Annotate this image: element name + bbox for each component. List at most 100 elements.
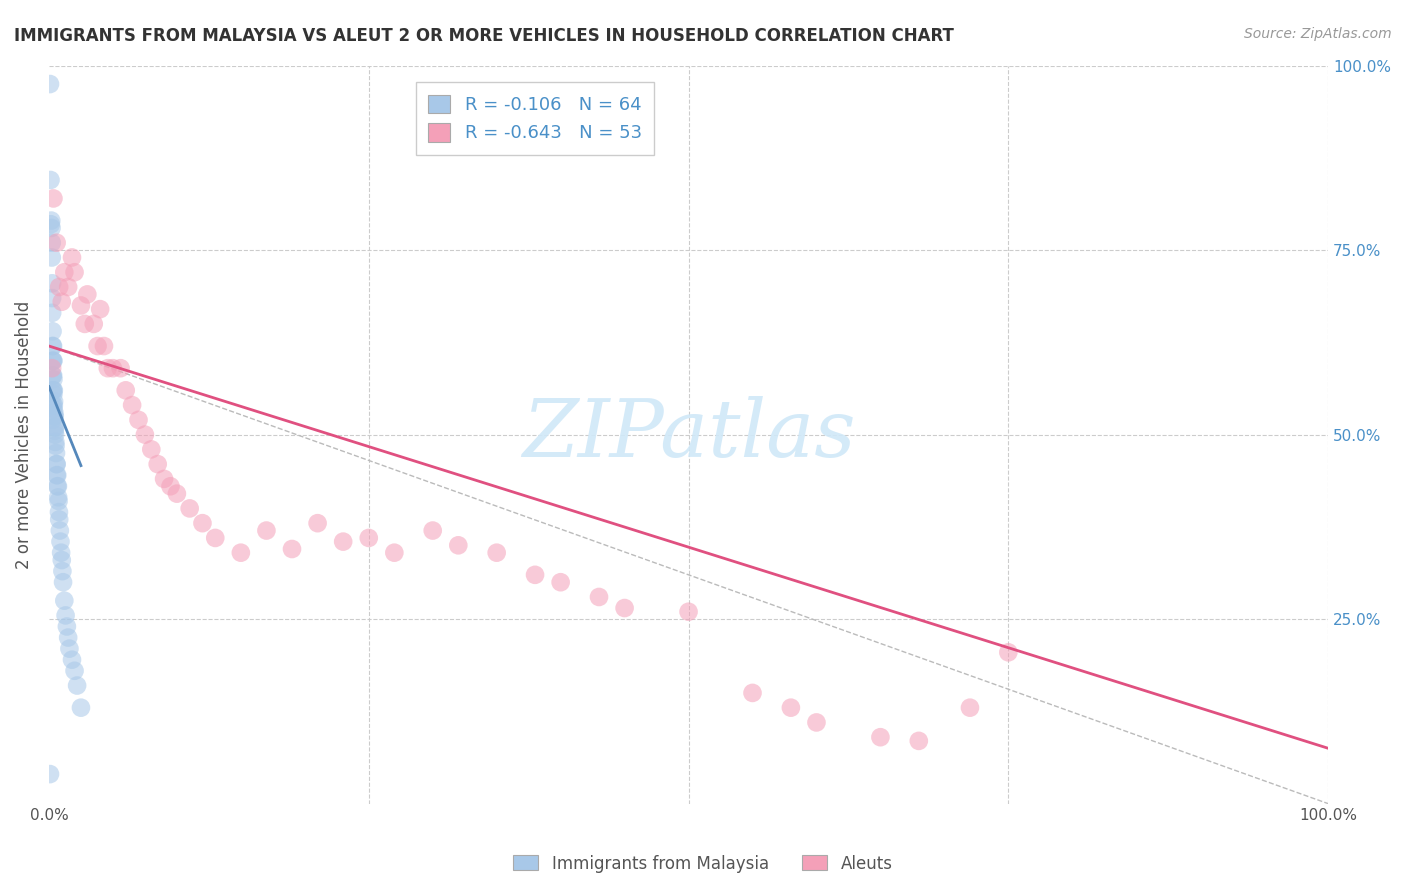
Point (41, 353, 63, 368)
Point (46, 479, 69, 493)
Point (93, 339, 115, 353)
Point (332, 534, 354, 549)
Point (524, 567, 547, 582)
Y-axis label: 2 or more Vehicles in Household: 2 or more Vehicles in Household (15, 301, 32, 569)
Point (45, 439, 67, 453)
Point (46, 468, 69, 483)
Point (39, 767, 62, 781)
Point (741, 686, 763, 700)
Point (76, 287, 98, 301)
Point (42, 339, 65, 353)
Point (41, 339, 63, 353)
Point (41, 306, 63, 320)
Point (45, 468, 67, 483)
Point (42, 398, 65, 412)
Point (42, 384, 65, 398)
Point (39, 173, 62, 187)
Legend: R = -0.106   N = 64, R = -0.643   N = 53: R = -0.106 N = 64, R = -0.643 N = 53 (416, 82, 654, 155)
Point (58, 641, 80, 656)
Point (97, 361, 120, 376)
Text: ZIPatlas: ZIPatlas (522, 396, 855, 474)
Point (179, 501, 201, 516)
Point (153, 472, 176, 486)
Point (70, 700, 93, 714)
Point (44, 424, 66, 438)
Point (191, 516, 214, 531)
Point (48, 505, 70, 519)
Point (86, 339, 108, 353)
Point (42, 368, 65, 383)
Point (114, 384, 136, 398)
Point (41, 221, 63, 235)
Point (121, 398, 143, 412)
Point (89, 302, 111, 317)
Point (53, 265, 76, 279)
Point (307, 516, 329, 531)
Point (45, 446, 67, 460)
Point (422, 524, 444, 538)
Point (44, 427, 66, 442)
Point (60, 653, 83, 667)
Point (42, 372, 65, 386)
Point (51, 294, 73, 309)
Point (101, 361, 124, 376)
Point (134, 427, 156, 442)
Point (613, 601, 636, 615)
Point (56, 631, 79, 645)
Point (46, 479, 69, 493)
Point (997, 645, 1019, 659)
Point (42, 353, 65, 368)
Point (48, 280, 70, 294)
Point (66, 679, 89, 693)
Point (49, 546, 72, 560)
Text: IMMIGRANTS FROM MALAYSIA VS ALEUT 2 OR MORE VEHICLES IN HOUSEHOLD CORRELATION CH: IMMIGRANTS FROM MALAYSIA VS ALEUT 2 OR M… (14, 27, 953, 45)
Point (588, 590, 610, 604)
Point (159, 479, 181, 493)
Point (41, 291, 63, 305)
Point (141, 442, 163, 457)
Point (42, 384, 65, 398)
Point (42, 384, 65, 398)
Point (42, 394, 65, 409)
Point (48, 512, 70, 526)
Point (45, 457, 67, 471)
Point (44, 420, 66, 434)
Point (166, 486, 188, 500)
Point (128, 413, 150, 427)
Point (44, 405, 66, 419)
Point (51, 564, 73, 578)
Point (41, 361, 63, 376)
Point (869, 730, 891, 744)
Point (60, 251, 83, 265)
Point (959, 700, 981, 714)
Point (41, 324, 63, 338)
Point (806, 715, 828, 730)
Point (42, 387, 65, 401)
Point (39, 77, 62, 91)
Point (41, 251, 63, 265)
Point (48, 494, 70, 508)
Point (42, 401, 65, 416)
Point (49, 524, 72, 538)
Point (42, 353, 65, 368)
Point (52, 575, 75, 590)
Point (110, 361, 132, 376)
Point (447, 538, 470, 552)
Point (44, 435, 66, 450)
Point (780, 700, 803, 714)
Point (56, 280, 79, 294)
Point (678, 605, 700, 619)
Point (41, 368, 63, 383)
Point (485, 546, 508, 560)
Point (357, 531, 380, 545)
Point (63, 664, 86, 678)
Legend: Immigrants from Malaysia, Aleuts: Immigrants from Malaysia, Aleuts (506, 848, 900, 880)
Point (204, 531, 226, 545)
Point (45, 457, 67, 471)
Point (73, 317, 96, 331)
Point (229, 546, 252, 560)
Text: Source: ZipAtlas.com: Source: ZipAtlas.com (1244, 27, 1392, 41)
Point (281, 541, 304, 556)
Point (39, 213, 62, 227)
Point (51, 553, 73, 567)
